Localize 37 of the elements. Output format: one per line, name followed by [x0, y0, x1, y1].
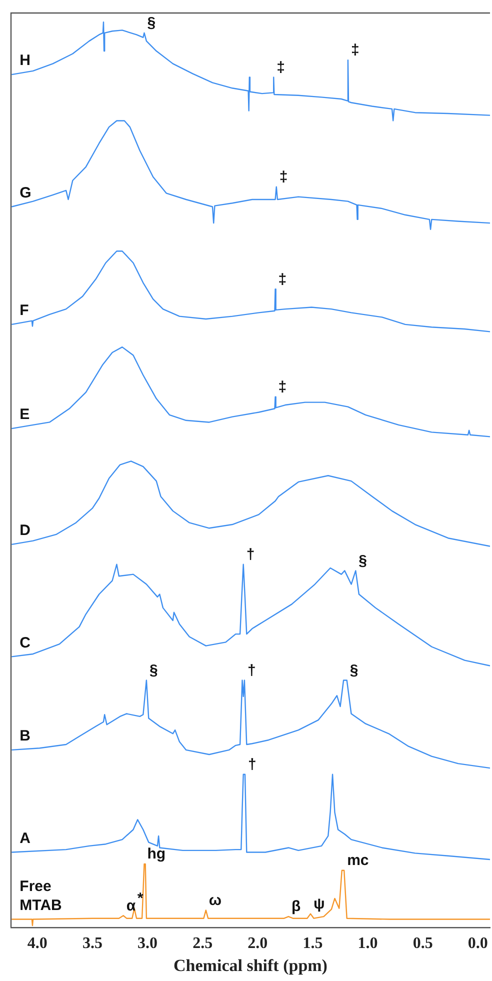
annotation: § — [350, 662, 358, 679]
annotation: ω — [208, 892, 222, 909]
series-label: C — [20, 634, 31, 652]
annotation: mc — [347, 852, 369, 870]
annotation: ‡ — [279, 168, 288, 186]
x-tick-label: 1.0 — [358, 935, 378, 952]
x-tick-label: 4.0 — [27, 935, 48, 952]
annotation: ‡ — [350, 42, 360, 59]
x-tick-label: 1.5 — [302, 935, 323, 952]
x-tick-label: 2.0 — [248, 935, 268, 952]
annotation: § — [149, 662, 158, 679]
series-label: B — [20, 728, 31, 745]
annotation: ‡ — [278, 270, 287, 288]
series-label: E — [20, 406, 30, 424]
annotation: ‡ — [276, 58, 285, 76]
annotation: β — [291, 898, 301, 916]
annotation: ψ — [314, 895, 325, 912]
annotation: § — [358, 552, 368, 570]
x-tick-label: 2.5 — [192, 935, 213, 952]
x-tick-label: 0.0 — [468, 935, 488, 952]
series-label: H — [20, 52, 31, 70]
x-tick-label: 3.5 — [82, 935, 102, 952]
x-axis-title: Chemical shift (ppm) — [174, 956, 328, 976]
series-label: Free MTAB — [20, 878, 62, 914]
annotation: § — [147, 14, 156, 32]
x-tick-label: 3.0 — [138, 935, 158, 952]
series-label: D — [20, 522, 31, 540]
annotation: α — [126, 897, 136, 914]
annotation: † — [246, 546, 255, 563]
series-label: G — [20, 184, 32, 202]
series-label: F — [20, 302, 29, 320]
annotation: † — [247, 662, 256, 679]
annotation: ‡ — [278, 378, 287, 396]
annotation: † — [248, 756, 256, 774]
annotation: hg — [147, 846, 166, 863]
x-tick-label: 0.5 — [412, 935, 433, 952]
series-label: A — [20, 830, 31, 847]
